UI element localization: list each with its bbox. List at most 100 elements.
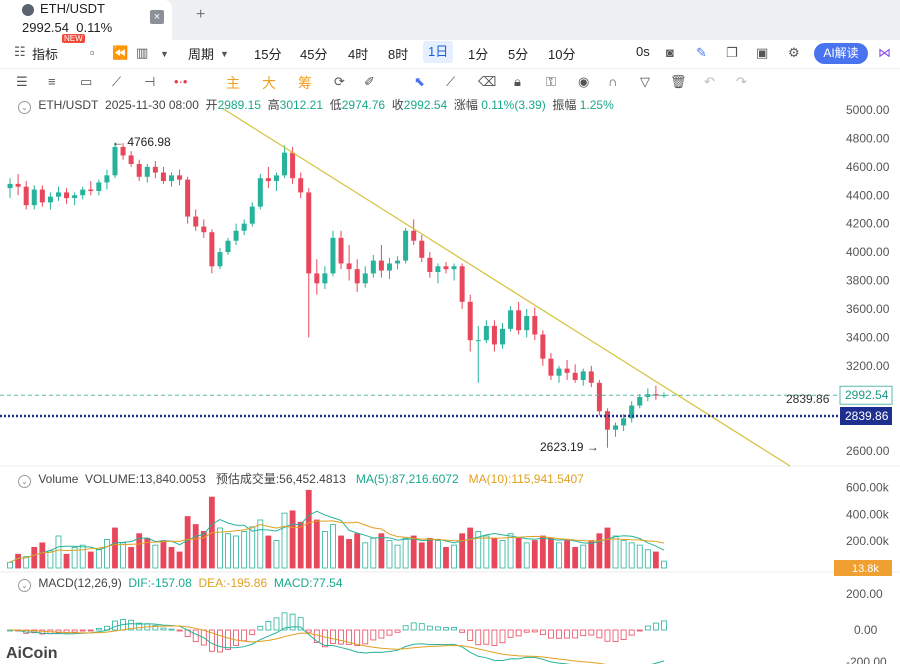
candle-body: [104, 175, 110, 183]
volume-bar: [435, 540, 441, 569]
candle-body: [427, 257, 433, 272]
volume-bar: [523, 542, 530, 569]
tab-symbol: ETH/USDT: [40, 1, 105, 16]
gear-icon[interactable]: ⚙: [788, 45, 800, 60]
hline-icon[interactable]: ⊣: [144, 74, 156, 89]
close-icon[interactable]: ×: [150, 10, 164, 24]
rewind-icon[interactable]: ⏪: [112, 45, 129, 60]
rect-icon[interactable]: ▭: [80, 74, 93, 89]
dots-icon[interactable]: •·•: [174, 74, 188, 89]
camera-icon[interactable]: ◙: [666, 45, 674, 60]
eraser-icon[interactable]: ⌫: [478, 74, 497, 89]
volume-bar: [176, 551, 183, 569]
candle-body: [23, 186, 29, 206]
volume-ma10-line: [9, 520, 665, 563]
price-chart[interactable]: 5000.00 4800.00 4600.00 4400.00 4200.00 4000.…: [0, 94, 900, 664]
main-force-button[interactable]: 主: [226, 75, 240, 91]
period-chevron-icon[interactable]: ▼: [220, 49, 229, 59]
candle-body: [443, 266, 449, 270]
candle-body: [491, 325, 497, 345]
magnet-icon[interactable]: ∩: [608, 74, 618, 89]
chip-button[interactable]: 筹: [298, 75, 312, 91]
price-axis-label: 3600.00: [846, 302, 890, 316]
price-axis-label: 4000.00: [846, 245, 890, 259]
candle-body: [128, 155, 134, 164]
volume-bar: [426, 537, 433, 569]
ruler-icon[interactable]: ⟋: [446, 74, 456, 89]
macd-histogram-bar: [443, 627, 449, 631]
period-15m[interactable]: 15分: [254, 47, 282, 62]
ai-interpret-button[interactable]: AI解读: [814, 43, 868, 64]
unlock-icon[interactable]: ⚿: [546, 74, 556, 89]
macd-axis-label: 0.00: [854, 623, 878, 637]
trash-icon[interactable]: 🗑︎: [670, 74, 687, 89]
candle-body: [524, 316, 530, 331]
volume-bar: [556, 542, 562, 569]
chart-tab[interactable]: ETH/USDT 2992.54 0.11% ×: [0, 0, 172, 40]
undo-icon[interactable]: ↶: [704, 74, 715, 89]
list-icon[interactable]: ≡: [48, 74, 56, 89]
volume-bar: [661, 560, 667, 569]
period-4h[interactable]: 4时: [348, 47, 369, 62]
candle-body: [39, 189, 45, 203]
volume-bar: [507, 533, 514, 569]
period-45m[interactable]: 45分: [300, 47, 328, 62]
macd-histogram-bar: [362, 629, 369, 645]
volume-legend: ⌄ Volume VOLUME:13,840.0053 预估成交量:56,452…: [18, 470, 584, 488]
macd-histogram-bar: [588, 629, 595, 636]
zero-seconds-button[interactable]: 0s: [636, 44, 650, 59]
brush-icon[interactable]: ✐: [364, 74, 375, 89]
price-axis-label: 3800.00: [846, 274, 890, 288]
price-axis-label: 4400.00: [846, 188, 890, 202]
cursor-icon[interactable]: ⬉: [414, 74, 425, 89]
candle-body: [314, 273, 320, 284]
redo-icon[interactable]: ↷: [736, 74, 747, 89]
macd-collapse-icon[interactable]: ⌄: [18, 579, 31, 592]
period-1m[interactable]: 1分: [468, 47, 489, 62]
period-5m[interactable]: 5分: [508, 47, 529, 62]
macd-histogram-bar: [233, 629, 239, 646]
chevron-down-icon[interactable]: ▼: [160, 49, 169, 59]
macd-histogram-bar: [305, 629, 312, 633]
pen-icon[interactable]: ✎: [696, 45, 707, 60]
period-10m[interactable]: 10分: [548, 47, 576, 62]
chart-area[interactable]: 5000.00 4800.00 4600.00 4400.00 4200.00 4000.…: [0, 94, 900, 664]
refresh-icon[interactable]: ⟳: [334, 74, 345, 89]
period-1d[interactable]: 1日: [423, 41, 454, 63]
copy-icon[interactable]: ❐: [726, 45, 738, 60]
bar-chart-icon[interactable]: ▥: [136, 45, 149, 60]
period-dropdown[interactable]: 周期: [188, 47, 215, 62]
settings-dot-icon[interactable]: ▫: [90, 45, 95, 60]
add-tab-icon[interactable]: +: [196, 6, 206, 23]
macd-histogram-bar: [475, 629, 482, 646]
eye-icon[interactable]: ◉: [578, 74, 590, 89]
macd-histogram-bar: [217, 629, 223, 653]
macd-histogram-bar: [491, 629, 498, 646]
macd-histogram-bar: [652, 622, 659, 631]
volume-collapse-icon[interactable]: ⌄: [18, 475, 31, 488]
filter-icon[interactable]: ▽: [640, 74, 650, 89]
volume-bar: [451, 544, 457, 569]
tab-price: 2992.54 0.11%: [22, 20, 113, 35]
layout-icon[interactable]: ▣: [756, 45, 769, 60]
volume-bar: [459, 533, 466, 569]
macd-histogram-bar: [507, 629, 514, 638]
lock-icon[interactable]: 🔒︎: [514, 74, 521, 89]
macd-histogram-bar: [564, 629, 570, 639]
menu-icon[interactable]: ☰: [16, 74, 28, 89]
period-8h[interactable]: 8时: [388, 47, 409, 62]
candle-body: [637, 397, 643, 406]
collapse-icon[interactable]: ⌄: [18, 101, 31, 114]
macd-histogram-bar: [572, 629, 579, 639]
volume-axis-label: 600.00k: [846, 480, 890, 494]
macd-histogram-bar: [556, 629, 562, 639]
big-order-button[interactable]: 大: [262, 75, 276, 91]
indicator-button[interactable]: 指标: [32, 47, 59, 62]
macd-histogram-bar: [620, 629, 627, 640]
indicator-icon[interactable]: ☷: [14, 44, 26, 59]
macd-histogram-bar: [394, 629, 401, 633]
share-icon[interactable]: ⋈: [878, 45, 891, 60]
volume-bar: [200, 531, 207, 569]
line-tool-icon[interactable]: ⟋: [112, 74, 122, 89]
macd-histogram-bar: [152, 625, 159, 631]
